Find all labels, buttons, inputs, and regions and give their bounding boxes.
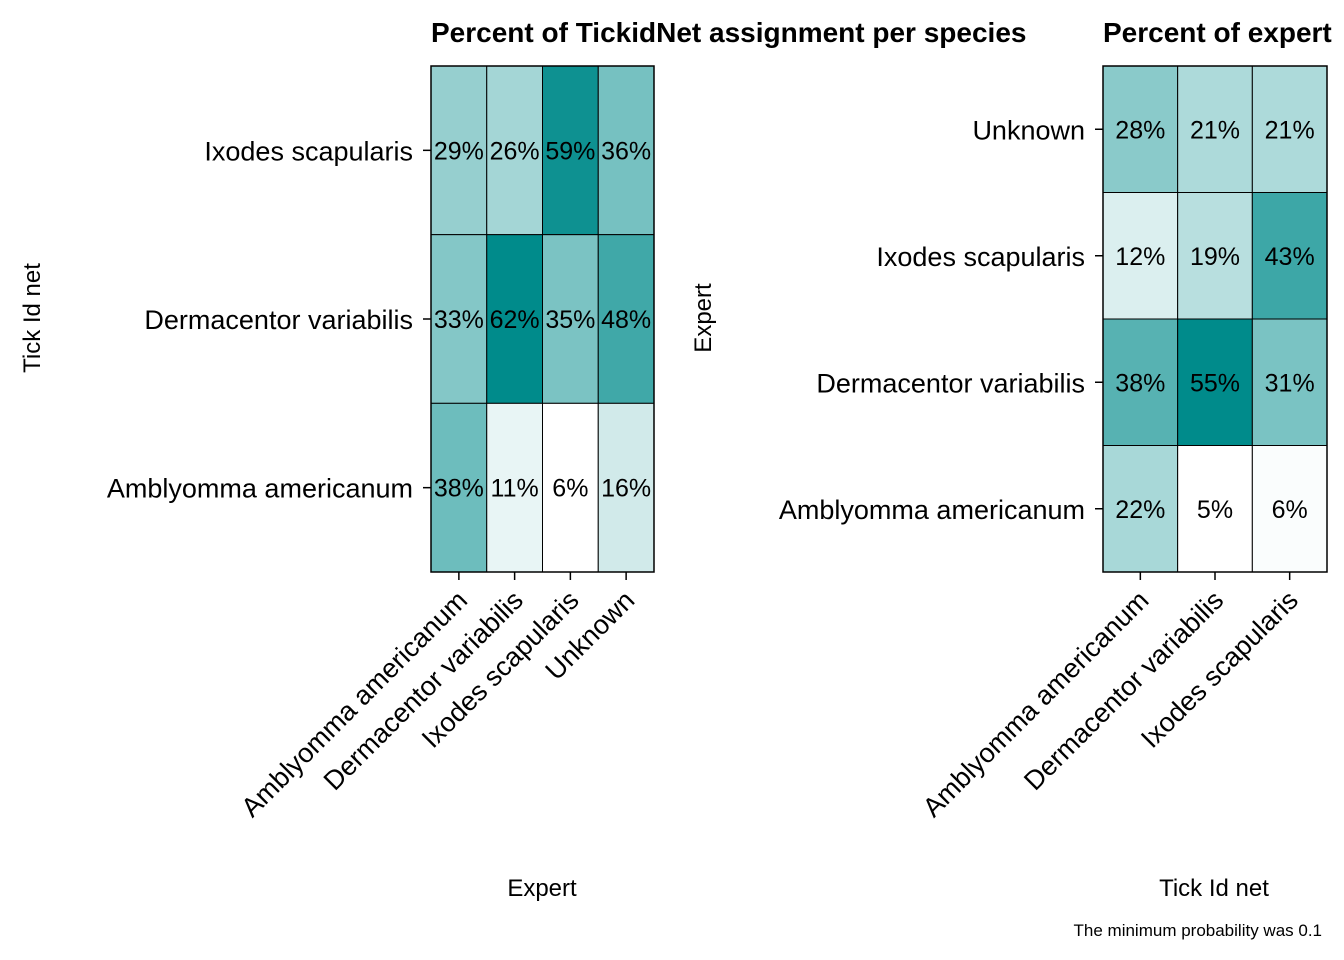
cell-value-label: 35% — [545, 306, 595, 334]
cell-value-label: 36% — [601, 137, 651, 165]
chart-title: Percent of expert — [1103, 17, 1332, 48]
cell-value-label: 28% — [1115, 116, 1165, 144]
heatmap-cell — [1177, 65, 1253, 193]
cell-value-label: 38% — [434, 475, 484, 503]
heatmap-cell — [486, 234, 543, 404]
heatmap-cell — [486, 402, 543, 573]
heatmap-cell — [1251, 445, 1328, 573]
heatmap-cell — [597, 234, 655, 404]
heatmap-cell — [1102, 192, 1179, 320]
cell-value-label: 38% — [1115, 369, 1165, 397]
cell-value-label: 6% — [552, 475, 588, 503]
y-axis-title: Tick Id net — [19, 263, 46, 373]
cell-value-label: 5% — [1197, 496, 1233, 524]
cell-value-label: 21% — [1190, 116, 1240, 144]
x-axis-title: Expert — [507, 875, 577, 902]
heatmap-cell — [1177, 445, 1253, 573]
heatmap-cell — [1102, 65, 1179, 193]
y-tick-label: Amblyomma americanum — [779, 495, 1085, 525]
y-tick-label: Dermacentor variabilis — [144, 305, 413, 335]
heatmap-cell — [486, 65, 543, 236]
x-tick-label: Amblyomma americanum — [235, 585, 473, 823]
heatmap-cell — [430, 65, 488, 236]
heatmap-cell — [597, 402, 655, 573]
heatmap-cell — [1251, 65, 1328, 193]
y-tick-label: Ixodes scapularis — [876, 242, 1085, 272]
cell-value-label: 11% — [491, 475, 539, 503]
heatmap-cell — [1102, 318, 1179, 446]
cell-value-label: 29% — [434, 137, 484, 165]
y-tick-label: Amblyomma americanum — [107, 474, 413, 504]
heatmap-cell — [430, 234, 488, 404]
cell-value-label: 22% — [1115, 496, 1165, 524]
cell-value-label: 16% — [601, 475, 651, 503]
y-axis-title: Expert — [690, 283, 717, 353]
chart-title: Percent of TickidNet assignment per spec… — [431, 17, 1026, 48]
panel-tickidnet-assignment: Percent of TickidNet assignment per spec… — [19, 17, 1026, 902]
heatmap-cell — [1251, 192, 1328, 320]
cell-value-label: 33% — [434, 306, 484, 334]
cell-value-label: 31% — [1265, 369, 1315, 397]
panel-expert-percent: Percent of expert 28% 21% 21% 12% 19% 43% 38% 55… — [690, 17, 1332, 902]
cell-value-label: 48% — [601, 306, 651, 334]
cell-value-label: 12% — [1115, 243, 1165, 271]
cell-value-label: 26% — [490, 137, 540, 165]
cell-value-label: 62% — [490, 306, 540, 334]
y-tick-label: Unknown — [972, 115, 1085, 145]
heatmap-cell — [1251, 318, 1328, 446]
heatmap-cell — [597, 65, 655, 236]
cell-value-label: 43% — [1265, 243, 1315, 271]
cell-value-label: 55% — [1190, 369, 1240, 397]
cell-value-label: 6% — [1272, 496, 1308, 524]
x-axis-title: Tick Id net — [1159, 875, 1269, 902]
caption: The minimum probability was 0.1 — [1074, 921, 1322, 940]
heatmap-cell — [1177, 192, 1253, 320]
cell-value-label: 59% — [545, 137, 595, 165]
y-tick-label: Dermacentor variabilis — [816, 368, 1085, 398]
y-tick-label: Ixodes scapularis — [204, 136, 413, 166]
cell-value-label: 21% — [1265, 116, 1315, 144]
cell-value-label: 19% — [1190, 243, 1240, 271]
